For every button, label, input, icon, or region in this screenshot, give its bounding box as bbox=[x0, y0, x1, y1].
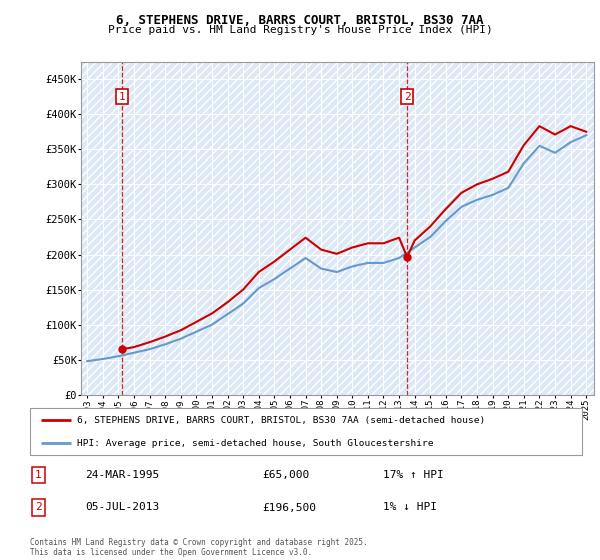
Text: Price paid vs. HM Land Registry's House Price Index (HPI): Price paid vs. HM Land Registry's House … bbox=[107, 25, 493, 35]
FancyBboxPatch shape bbox=[30, 408, 582, 455]
Text: HPI: Average price, semi-detached house, South Gloucestershire: HPI: Average price, semi-detached house,… bbox=[77, 438, 433, 447]
Text: 1: 1 bbox=[119, 92, 125, 101]
Text: 1% ↓ HPI: 1% ↓ HPI bbox=[383, 502, 437, 512]
Text: Contains HM Land Registry data © Crown copyright and database right 2025.
This d: Contains HM Land Registry data © Crown c… bbox=[30, 538, 368, 557]
Text: £65,000: £65,000 bbox=[262, 470, 309, 480]
Text: 6, STEPHENS DRIVE, BARRS COURT, BRISTOL, BS30 7AA (semi-detached house): 6, STEPHENS DRIVE, BARRS COURT, BRISTOL,… bbox=[77, 416, 485, 425]
Text: £196,500: £196,500 bbox=[262, 502, 316, 512]
Text: 17% ↑ HPI: 17% ↑ HPI bbox=[383, 470, 444, 480]
Text: 6, STEPHENS DRIVE, BARRS COURT, BRISTOL, BS30 7AA: 6, STEPHENS DRIVE, BARRS COURT, BRISTOL,… bbox=[116, 14, 484, 27]
Text: 05-JUL-2013: 05-JUL-2013 bbox=[85, 502, 160, 512]
Text: 2: 2 bbox=[35, 502, 41, 512]
Text: 24-MAR-1995: 24-MAR-1995 bbox=[85, 470, 160, 480]
Text: 2: 2 bbox=[404, 92, 410, 101]
Text: 1: 1 bbox=[35, 470, 41, 480]
